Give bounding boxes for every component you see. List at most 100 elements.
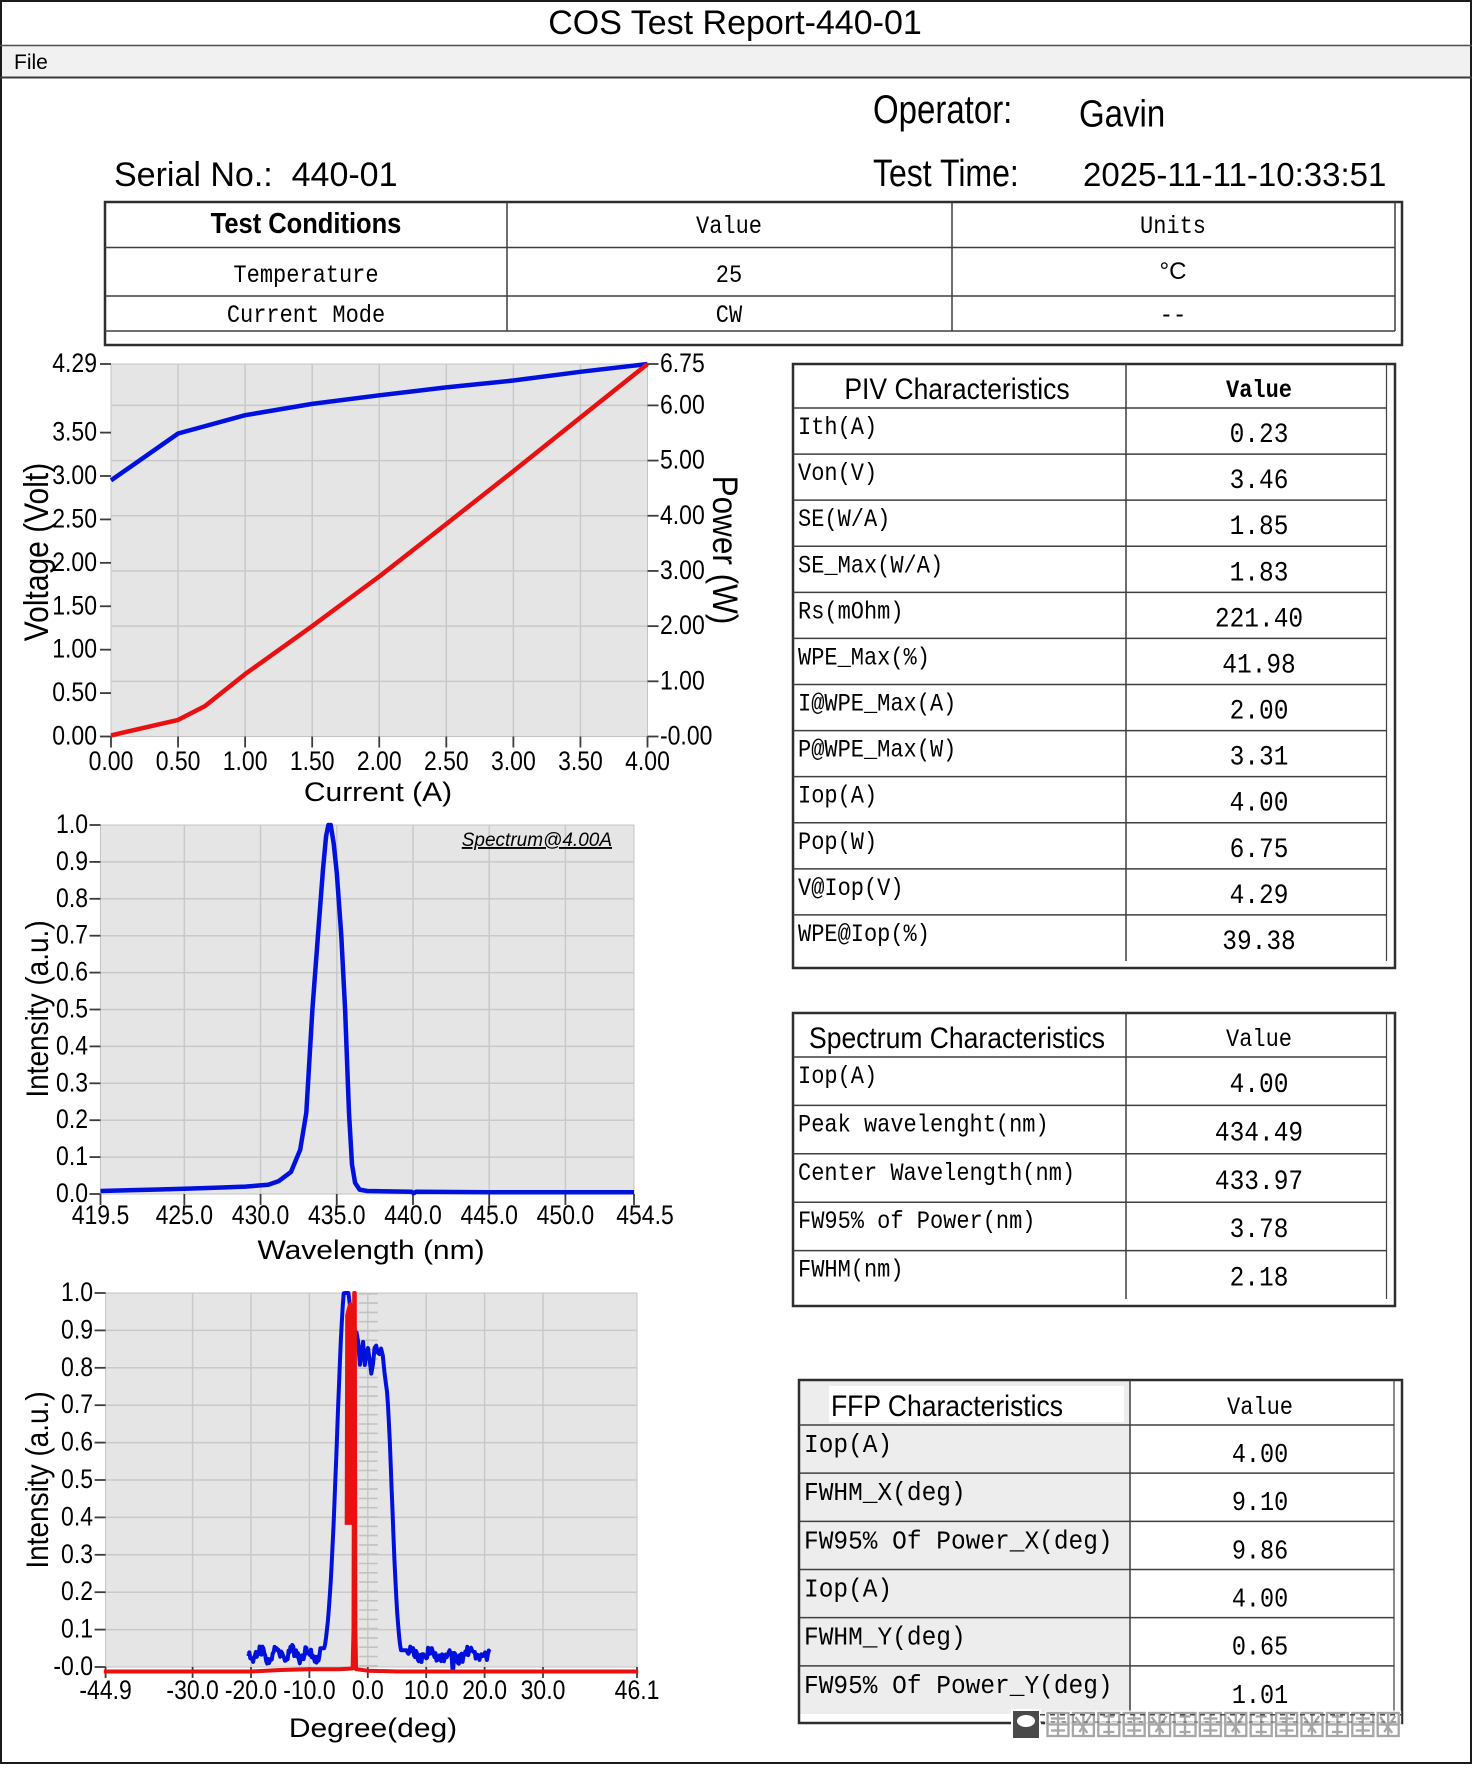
svg-text:3.00: 3.00 [491, 748, 536, 777]
svg-text:0.8: 0.8 [61, 1353, 93, 1382]
svg-text:FW95% of Power(nm): FW95% of Power(nm) [798, 1209, 1036, 1236]
svg-text:4.29: 4.29 [1230, 880, 1289, 912]
svg-text:File: File [14, 51, 48, 74]
svg-text:0.5: 0.5 [61, 1466, 93, 1495]
svg-text:COS Test Report-440-01: COS Test Report-440-01 [548, 4, 922, 42]
svg-text:SE_Max(W/A): SE_Max(W/A) [798, 553, 943, 580]
svg-text:0.2: 0.2 [56, 1106, 88, 1135]
svg-text:39.38: 39.38 [1222, 926, 1295, 958]
svg-text:4.00: 4.00 [1232, 1440, 1288, 1471]
svg-text:°C: °C [1160, 258, 1187, 285]
svg-text:Voltage (Volt): Voltage (Volt) [17, 463, 55, 641]
svg-text:Center Wavelength(nm): Center Wavelength(nm) [798, 1161, 1075, 1188]
svg-text:0.6: 0.6 [56, 958, 88, 987]
svg-text:1.83: 1.83 [1230, 557, 1289, 589]
svg-text:0.8: 0.8 [56, 884, 88, 913]
svg-text:2025-11-11-10:33:51: 2025-11-11-10:33:51 [1083, 156, 1386, 193]
svg-text:4.00: 4.00 [1232, 1584, 1288, 1615]
svg-text:9.10: 9.10 [1232, 1488, 1288, 1519]
svg-text:-0.0: -0.0 [53, 1653, 93, 1682]
svg-text:Value: Value [1226, 378, 1292, 405]
svg-text:0.7: 0.7 [61, 1391, 93, 1420]
svg-text:46.1: 46.1 [615, 1677, 660, 1706]
svg-text:4.29: 4.29 [52, 350, 97, 379]
svg-text:440.0: 440.0 [384, 1202, 442, 1231]
svg-text:1.85: 1.85 [1230, 511, 1289, 543]
svg-text:2.00: 2.00 [357, 748, 402, 777]
svg-text:Von(V): Von(V) [798, 461, 877, 488]
svg-text:4.00: 4.00 [1230, 787, 1289, 819]
svg-text:Wavelength (nm): Wavelength (nm) [257, 1235, 484, 1265]
svg-text:FWHM(nm): FWHM(nm) [798, 1258, 904, 1285]
svg-text:6.75: 6.75 [660, 350, 705, 379]
svg-text:1.00: 1.00 [660, 667, 705, 696]
svg-text:10.0: 10.0 [404, 1677, 449, 1706]
svg-text:Intensity (a.u.): Intensity (a.u.) [21, 920, 56, 1097]
svg-text:0.0: 0.0 [352, 1677, 384, 1706]
svg-text:Value: Value [696, 214, 762, 241]
svg-text:9.86: 9.86 [1232, 1536, 1288, 1567]
svg-text:Temperature: Temperature [233, 263, 378, 290]
svg-text:PIV Characteristics: PIV Characteristics [844, 373, 1069, 406]
svg-text:2.18: 2.18 [1230, 1262, 1289, 1294]
svg-text:41.98: 41.98 [1222, 649, 1295, 681]
svg-text:WPE@Iop(%): WPE@Iop(%) [798, 922, 930, 949]
svg-text:430.0: 430.0 [232, 1202, 290, 1231]
svg-text:Pop(W): Pop(W) [798, 830, 877, 857]
svg-text:Spectrum Characteristics: Spectrum Characteristics [809, 1022, 1105, 1055]
svg-text:Operator:: Operator: [873, 87, 1012, 132]
svg-text:6.00: 6.00 [660, 391, 705, 420]
svg-text:0.1: 0.1 [56, 1143, 88, 1172]
svg-text:0.9: 0.9 [56, 847, 88, 876]
svg-text:Iop(A): Iop(A) [804, 1575, 892, 1605]
svg-text:450.0: 450.0 [537, 1202, 595, 1231]
svg-text:0.3: 0.3 [56, 1069, 88, 1098]
svg-text:0.4: 0.4 [56, 1032, 88, 1061]
svg-text:5.00: 5.00 [660, 446, 705, 475]
svg-text:4.00: 4.00 [660, 501, 705, 530]
svg-text:1.50: 1.50 [52, 592, 97, 621]
svg-text:Current Mode: Current Mode [227, 303, 385, 330]
svg-text:Ith(A): Ith(A) [798, 415, 877, 442]
svg-text:3.31: 3.31 [1230, 741, 1289, 773]
svg-text:0.65: 0.65 [1232, 1632, 1288, 1663]
svg-text:20.0: 20.0 [462, 1677, 507, 1706]
svg-text:434.49: 434.49 [1215, 1117, 1303, 1149]
svg-text:2.00: 2.00 [660, 612, 705, 641]
svg-text:FWHM_Y(deg): FWHM_Y(deg) [804, 1623, 966, 1653]
svg-text:3.46: 3.46 [1230, 465, 1289, 497]
svg-text:--: -- [1160, 303, 1186, 330]
svg-text:Power (W): Power (W) [704, 476, 743, 625]
svg-text:2.50: 2.50 [52, 505, 97, 534]
svg-text:1.01: 1.01 [1232, 1680, 1288, 1711]
svg-text:1.0: 1.0 [56, 811, 88, 840]
svg-text:SE(W/A): SE(W/A) [798, 507, 890, 534]
svg-text:Degree(deg): Degree(deg) [289, 1713, 457, 1743]
svg-text:0.1: 0.1 [61, 1615, 93, 1644]
svg-text:419.5: 419.5 [72, 1202, 130, 1231]
svg-text:Spectrum@4.00A: Spectrum@4.00A [462, 830, 612, 851]
svg-text:0.9: 0.9 [61, 1316, 93, 1345]
svg-text:425.0: 425.0 [156, 1202, 214, 1231]
svg-text:Gavin: Gavin [1079, 92, 1165, 135]
svg-text:Iop(A): Iop(A) [798, 784, 877, 811]
svg-text:Test Time:: Test Time: [873, 152, 1019, 194]
svg-text:0.0: 0.0 [56, 1180, 88, 1209]
svg-text:2.50: 2.50 [424, 748, 469, 777]
svg-text:-20.0: -20.0 [225, 1677, 277, 1706]
svg-text:0.50: 0.50 [52, 679, 97, 708]
svg-text:Serial No.: 440-01: Serial No.: 440-01 [114, 156, 398, 194]
svg-text:Iop(A): Iop(A) [804, 1430, 892, 1460]
svg-text:0.00: 0.00 [89, 748, 134, 777]
svg-text:Current (A): Current (A) [304, 777, 452, 807]
svg-text:0.2: 0.2 [61, 1578, 93, 1607]
svg-text:1.0: 1.0 [61, 1279, 93, 1308]
svg-text:0.6: 0.6 [61, 1428, 93, 1457]
svg-text:4.00: 4.00 [625, 748, 670, 777]
svg-text:2.00: 2.00 [52, 548, 97, 577]
svg-text:Value: Value [1226, 1027, 1292, 1054]
svg-text:3.00: 3.00 [52, 462, 97, 491]
svg-text:Rs(mOhm): Rs(mOhm) [798, 599, 904, 626]
svg-text:6.75: 6.75 [1230, 834, 1289, 866]
svg-text:3.00: 3.00 [660, 557, 705, 586]
